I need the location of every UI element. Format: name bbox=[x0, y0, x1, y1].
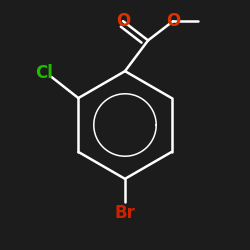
Text: Cl: Cl bbox=[35, 64, 53, 82]
Text: O: O bbox=[166, 12, 180, 30]
Text: O: O bbox=[116, 12, 130, 30]
Text: Br: Br bbox=[114, 204, 136, 222]
